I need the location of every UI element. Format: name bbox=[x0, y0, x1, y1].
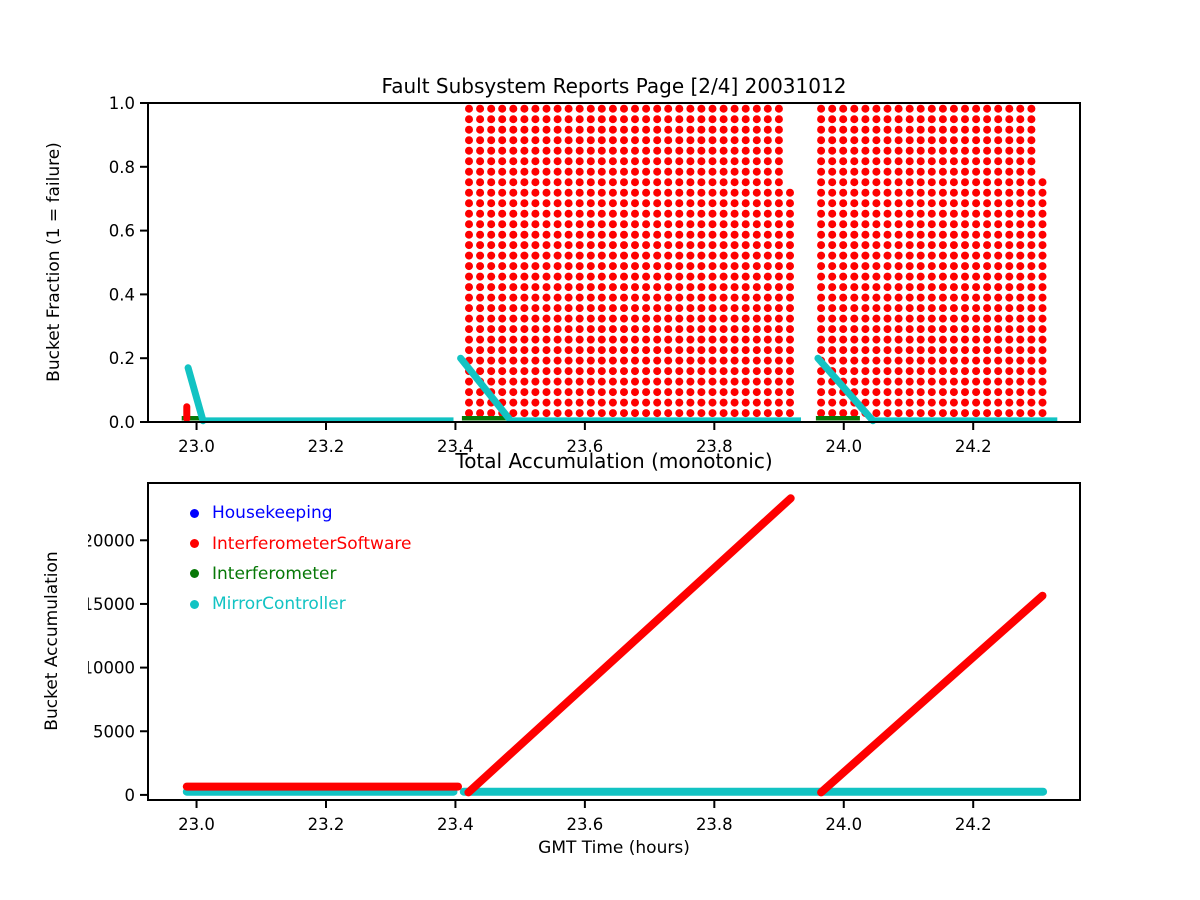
svg-text:23.2: 23.2 bbox=[308, 815, 345, 834]
svg-text:0.4: 0.4 bbox=[109, 285, 135, 304]
legend-label: InterferometerSoftware bbox=[212, 533, 412, 554]
legend: Housekeeping InterferometerSoftware Interf… bbox=[190, 498, 411, 620]
legend-marker-icon bbox=[190, 569, 199, 579]
svg-text:23.6: 23.6 bbox=[567, 815, 604, 834]
legend-label: MirrorController bbox=[212, 594, 346, 615]
svg-text:15000: 15000 bbox=[88, 595, 135, 614]
legend-item-interferometer: Interferometer bbox=[190, 559, 411, 589]
top-chart-ylabel: Bucket Fraction (1 = failure) bbox=[44, 142, 64, 382]
bottom-chart-title: Total Accumulation (monotonic) bbox=[455, 449, 773, 473]
svg-text:0: 0 bbox=[125, 786, 136, 805]
legend-label: Housekeeping bbox=[212, 503, 333, 524]
bucket-fraction-plot: 23.0 23.2 23.4 23.6 23.8 24.0 24.20.00.20.40.6… bbox=[109, 94, 1081, 456]
svg-text:23.4: 23.4 bbox=[437, 815, 474, 834]
legend-item-mirrorcontroller: MirrorController bbox=[190, 589, 411, 619]
legend-label: Interferometer bbox=[212, 563, 337, 584]
svg-text:1.0: 1.0 bbox=[109, 94, 135, 113]
legend-marker-icon bbox=[190, 539, 199, 549]
svg-text:0.8: 0.8 bbox=[109, 158, 135, 177]
svg-text:24.0: 24.0 bbox=[825, 815, 862, 834]
svg-text:23.0: 23.0 bbox=[178, 815, 215, 834]
legend-item-interferometersoftware: InterferometerSoftware bbox=[190, 528, 411, 558]
svg-text:0.6: 0.6 bbox=[109, 222, 135, 241]
x-axis-label: GMT Time (hours) bbox=[538, 838, 690, 858]
legend-marker-icon bbox=[190, 599, 199, 609]
svg-text:0.2: 0.2 bbox=[109, 349, 135, 368]
svg-text:23.8: 23.8 bbox=[696, 815, 733, 834]
svg-text:0.0: 0.0 bbox=[109, 413, 135, 432]
svg-text:24.2: 24.2 bbox=[955, 815, 992, 834]
svg-text:20000: 20000 bbox=[88, 531, 135, 550]
top-chart-title: Fault Subsystem Reports Page [2/4] 20031… bbox=[381, 74, 847, 98]
legend-marker-icon bbox=[190, 508, 199, 518]
svg-text:5000: 5000 bbox=[93, 722, 135, 741]
legend-item-housekeeping: Housekeeping bbox=[190, 498, 411, 528]
bottom-chart-ylabel: Bucket Accumulation bbox=[42, 551, 62, 731]
svg-text:10000: 10000 bbox=[88, 659, 135, 678]
